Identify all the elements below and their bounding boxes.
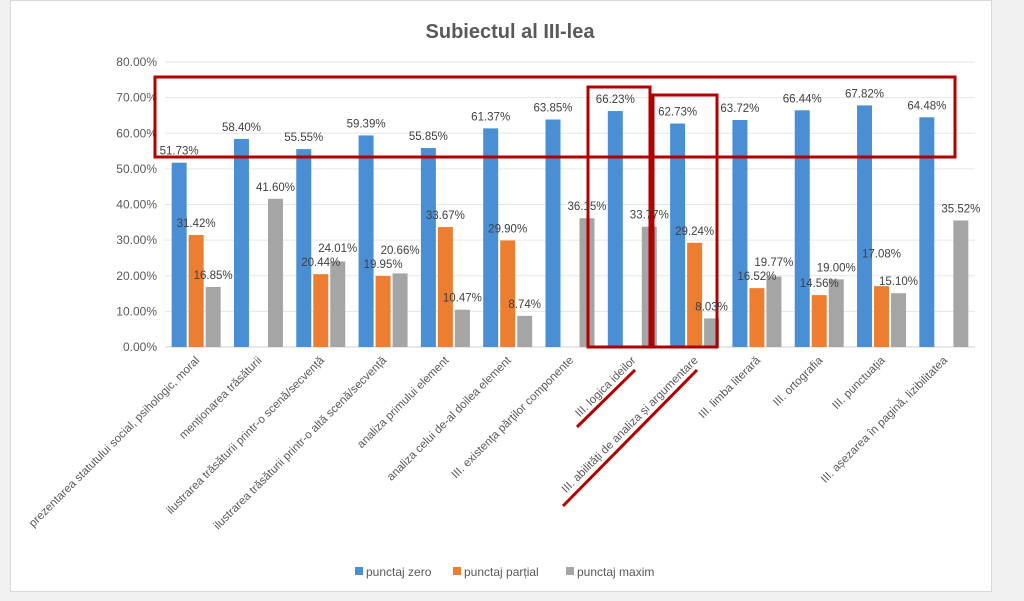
category-label: III. punctuația	[830, 354, 888, 412]
legend-swatch	[355, 567, 363, 575]
data-label: 63.85%	[533, 103, 572, 115]
bar-punctaj-zero	[171, 162, 187, 347]
bar-punctaj-zero	[670, 123, 686, 347]
bar-punctaj-parțial	[188, 235, 204, 347]
bar-punctaj-maxim	[330, 261, 346, 347]
bar-punctaj-parțial	[687, 242, 703, 347]
bar-punctaj-zero	[483, 128, 499, 347]
bar-punctaj-parțial	[375, 275, 391, 347]
y-tick-label: 30.00%	[116, 233, 157, 247]
data-label: 29.90%	[488, 223, 527, 235]
data-label: 33.77%	[630, 210, 669, 222]
data-label: 20.66%	[381, 245, 420, 257]
data-label: 24.01%	[318, 243, 357, 255]
data-label: 58.40%	[222, 122, 261, 134]
data-label: 61.37%	[471, 111, 510, 123]
category-label: III. ortografia	[771, 354, 826, 409]
bar-punctaj-maxim	[205, 286, 221, 347]
annotation-rect	[153, 75, 957, 159]
bar-punctaj-maxim	[828, 279, 844, 347]
bar-punctaj-zero	[358, 135, 374, 347]
data-label: 33.67%	[426, 210, 465, 222]
data-label: 41.60%	[256, 182, 295, 194]
data-label: 64.48%	[907, 100, 946, 112]
y-tick-label: 0.00%	[123, 340, 157, 354]
data-label: 31.42%	[177, 218, 216, 230]
bar-punctaj-maxim	[392, 273, 408, 347]
bar-punctaj-parțial	[437, 227, 453, 347]
data-label: 66.44%	[783, 93, 822, 105]
legend-swatch	[566, 567, 574, 575]
data-label: 17.08%	[862, 248, 901, 260]
bar-punctaj-maxim	[517, 315, 533, 347]
y-tick-label: 50.00%	[116, 162, 157, 176]
data-label: 29.24%	[675, 226, 714, 238]
data-label: 67.82%	[845, 88, 884, 100]
data-label: 20.44%	[301, 257, 340, 269]
category-label: III. existența părților componente	[450, 355, 576, 481]
y-tick-label: 70.00%	[116, 91, 157, 105]
data-label: 14.56%	[800, 278, 839, 290]
data-label: 10.47%	[443, 293, 482, 305]
annotation-underline	[575, 368, 637, 429]
data-label: 15.10%	[879, 276, 918, 288]
bar-punctaj-zero	[919, 117, 935, 347]
bar-punctaj-zero	[732, 119, 748, 347]
bar-punctaj-maxim	[766, 276, 782, 347]
bar-punctaj-zero	[857, 105, 873, 347]
data-label: 35.52%	[941, 203, 980, 215]
bar-punctaj-zero	[420, 148, 436, 347]
data-label: 55.85%	[409, 131, 448, 143]
data-label: 16.85%	[194, 270, 233, 282]
bar-punctaj-maxim	[704, 318, 720, 347]
data-label: 55.55%	[284, 132, 323, 144]
bar-punctaj-zero	[296, 149, 312, 347]
bar-punctaj-parțial	[749, 288, 765, 347]
data-label: 19.95%	[364, 259, 403, 271]
data-label: 36.15%	[567, 201, 606, 213]
data-label: 66.23%	[596, 94, 635, 106]
y-tick-label: 60.00%	[116, 126, 157, 140]
category-label: III. logica ideilor	[573, 355, 638, 420]
legend-item: punctaj parțial	[464, 565, 539, 579]
category-label: III. așezarea în pagină, lizibilitatea	[819, 354, 950, 485]
bar-punctaj-zero	[607, 111, 623, 347]
annotation-rect	[586, 85, 652, 349]
bar-punctaj-zero	[545, 119, 561, 347]
chart-title: Subiectul al III-lea	[426, 21, 596, 43]
y-tick-label: 20.00%	[116, 269, 157, 283]
bar-punctaj-maxim	[267, 198, 283, 347]
bar-punctaj-maxim	[953, 220, 969, 347]
legend-item: punctaj maxim	[577, 565, 654, 579]
bar-punctaj-maxim	[891, 293, 907, 347]
bar-punctaj-zero	[794, 110, 810, 348]
legend-item: punctaj zero	[366, 565, 432, 579]
data-label: 59.39%	[347, 118, 386, 130]
data-label: 19.00%	[817, 262, 856, 274]
annotation-rect	[651, 93, 719, 349]
bar-punctaj-parțial	[811, 295, 827, 347]
data-label: 19.77%	[754, 257, 793, 269]
y-tick-label: 80.00%	[116, 55, 157, 69]
category-label: analiza celui de-al doilea element	[385, 354, 514, 483]
annotation-underline	[561, 368, 699, 508]
data-label: 51.73%	[160, 146, 199, 158]
y-tick-label: 40.00%	[116, 198, 157, 212]
bar-punctaj-parțial	[874, 286, 890, 347]
data-label: 8.03%	[695, 301, 728, 313]
legend-swatch	[453, 567, 461, 575]
bar-punctaj-parțial	[313, 274, 329, 347]
bar-punctaj-maxim	[454, 309, 470, 347]
data-label: 62.73%	[658, 107, 697, 119]
category-label: III. limba literară	[697, 354, 764, 421]
data-label: 16.52%	[737, 271, 776, 283]
bar-punctaj-parțial	[500, 240, 516, 347]
data-label: 63.72%	[720, 103, 759, 115]
data-label: 8.74%	[508, 299, 541, 311]
bar-punctaj-zero	[233, 138, 249, 347]
y-tick-label: 10.00%	[116, 304, 157, 318]
